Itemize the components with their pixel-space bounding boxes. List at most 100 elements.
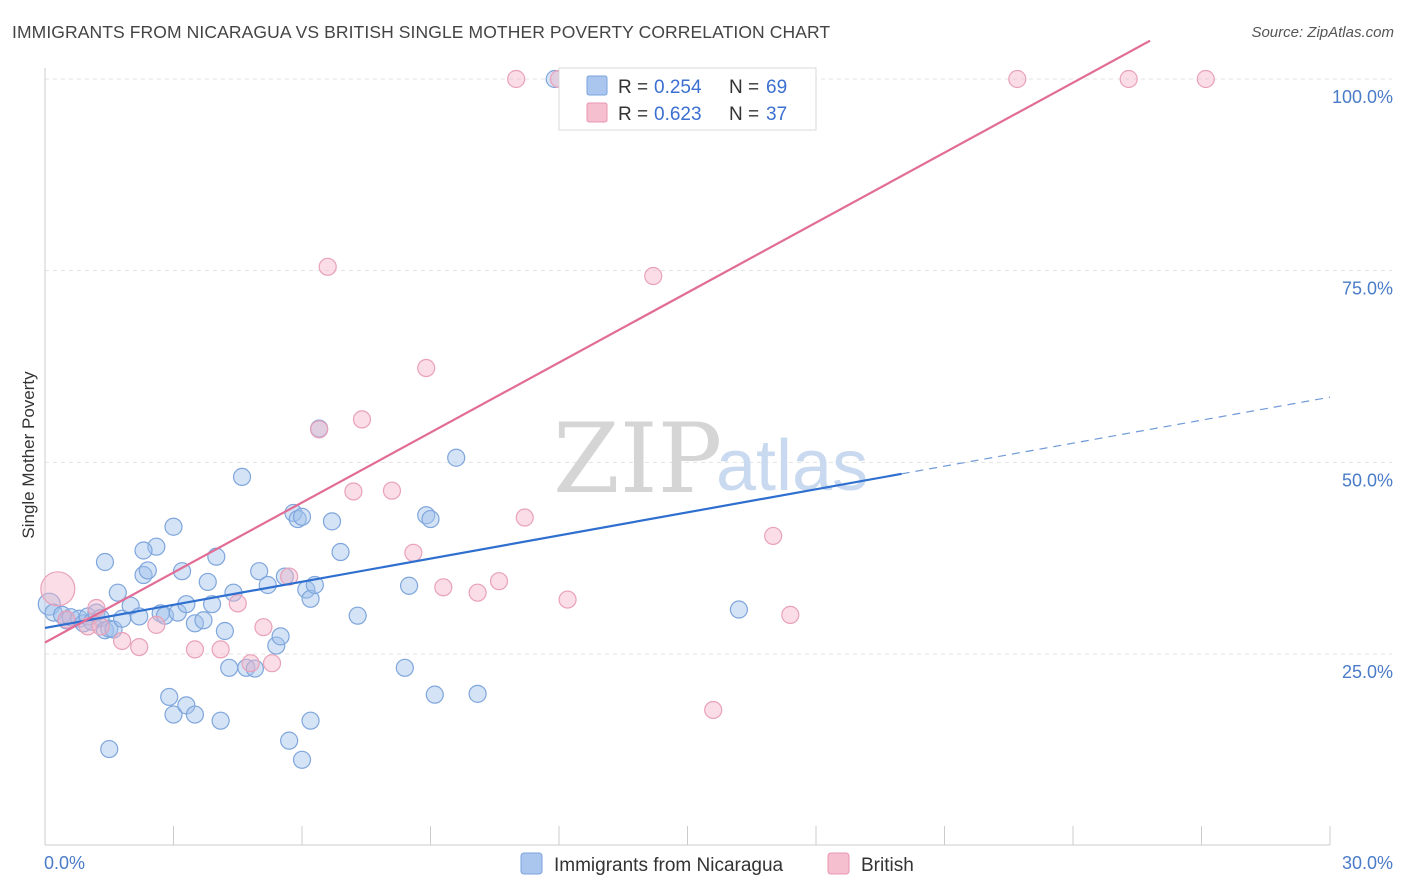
- point-nicaragua: [301, 711, 320, 730]
- point-nicaragua: [134, 541, 153, 560]
- point-british: [507, 69, 526, 89]
- point-nicaragua: [280, 731, 299, 750]
- legend-r-value-1: 0.254: [654, 77, 702, 98]
- point-british: [112, 631, 132, 651]
- chart-source: Source: ZipAtlas.com: [1251, 24, 1394, 41]
- point-british: [1119, 69, 1138, 89]
- point-nicaragua: [729, 600, 749, 619]
- y-axis-label: Single Mother Poverty: [19, 371, 38, 539]
- point-nicaragua: [258, 575, 277, 595]
- trend-lines: [44, 39, 1331, 644]
- point-nicaragua: [292, 507, 312, 526]
- point-british: [468, 583, 487, 602]
- point-british: [185, 640, 205, 659]
- y-tick-label: 25.0%: [1342, 662, 1393, 682]
- point-nicaragua: [425, 685, 444, 704]
- trend-line-nicaragua-extension: [901, 396, 1331, 475]
- point-nicaragua: [331, 542, 350, 562]
- point-british: [558, 590, 577, 609]
- point-british: [1008, 69, 1027, 89]
- legend-n-value-1: 69: [766, 77, 787, 98]
- watermark: ZIP atlas: [553, 403, 868, 515]
- y-tick-label: 75.0%: [1342, 279, 1393, 299]
- point-british: [382, 481, 402, 500]
- legend-swatch-british: [586, 102, 608, 123]
- bottom-legend-label-british: British: [861, 855, 914, 876]
- point-nicaragua: [399, 576, 419, 595]
- bottom-legend-swatch-nicaragua: [520, 852, 543, 875]
- x-tick-label: 30.0%: [1342, 853, 1393, 873]
- chart-title: IMMIGRANTS FROM NICARAGUA VS BRITISH SIN…: [12, 22, 831, 42]
- legend-n-value-2: 37: [766, 104, 787, 125]
- point-british: [228, 594, 247, 613]
- point-nicaragua: [211, 711, 230, 730]
- point-nicaragua: [108, 583, 127, 602]
- point-nicaragua: [164, 705, 183, 724]
- point-nicaragua: [250, 562, 269, 581]
- axes: [44, 68, 1331, 846]
- grid-lines: [45, 78, 1392, 655]
- point-nicaragua: [202, 595, 222, 614]
- legend-n-label-2: N =: [729, 104, 759, 125]
- point-british: [318, 257, 337, 276]
- point-nicaragua: [468, 684, 487, 703]
- point-british: [147, 615, 166, 634]
- point-british: [781, 605, 800, 625]
- legend-n-label-1: N =: [729, 77, 759, 98]
- point-nicaragua: [160, 687, 179, 707]
- y-tick-label: 100.0%: [1332, 87, 1393, 107]
- trend-line-british: [44, 39, 1151, 644]
- bottom-legend-label-nicaragua: Immigrants from Nicaragua: [554, 855, 784, 876]
- point-british: [262, 654, 282, 673]
- point-british: [1196, 69, 1215, 89]
- point-nicaragua: [172, 562, 192, 581]
- point-nicaragua: [95, 552, 115, 572]
- point-nicaragua: [301, 589, 320, 608]
- point-british: [130, 637, 149, 657]
- point-british: [704, 700, 723, 720]
- y-tick-labels: 25.0% 50.0% 75.0% 100.0%: [1332, 87, 1393, 682]
- series-legend: Immigrants from Nicaragua British: [520, 852, 914, 876]
- watermark-zip: ZIP: [553, 403, 722, 515]
- legend-r-label-2: R =: [618, 104, 648, 125]
- point-british: [91, 617, 110, 636]
- trend-line-nicaragua: [44, 472, 902, 630]
- point-british: [352, 410, 372, 429]
- point-nicaragua: [348, 606, 367, 625]
- point-nicaragua: [267, 636, 286, 655]
- point-british: [254, 618, 273, 637]
- point-british: [40, 571, 76, 607]
- series-british-points: [40, 69, 1215, 720]
- legend-swatch-nicaragua: [586, 75, 608, 96]
- point-nicaragua: [220, 658, 239, 677]
- point-british: [764, 526, 783, 546]
- bottom-legend-swatch-british: [827, 852, 850, 875]
- point-nicaragua: [447, 448, 466, 467]
- point-british: [434, 578, 453, 597]
- point-nicaragua: [100, 739, 119, 759]
- point-nicaragua: [164, 517, 183, 536]
- legend-r-value-2: 0.623: [654, 104, 702, 125]
- y-tick-label: 50.0%: [1342, 470, 1393, 490]
- point-british: [644, 266, 663, 286]
- point-british: [515, 508, 534, 527]
- point-nicaragua: [138, 561, 157, 580]
- point-nicaragua: [198, 572, 217, 592]
- point-british: [404, 543, 423, 562]
- legend-r-label-1: R =: [618, 77, 648, 98]
- point-british: [211, 640, 230, 659]
- point-nicaragua: [271, 627, 290, 646]
- correlation-legend: R = 0.254 N = 69 R = 0.623 N = 37: [558, 67, 817, 131]
- point-british: [417, 358, 436, 378]
- point-british: [489, 572, 509, 591]
- point-british: [310, 420, 329, 439]
- point-nicaragua: [292, 750, 312, 769]
- x-tick-label: 0.0%: [44, 853, 85, 873]
- point-nicaragua: [194, 611, 213, 630]
- x-tick-labels: 0.0% 30.0%: [44, 853, 1393, 873]
- point-british: [241, 654, 260, 673]
- point-british: [344, 482, 363, 501]
- point-nicaragua: [207, 547, 226, 566]
- point-nicaragua: [232, 467, 252, 486]
